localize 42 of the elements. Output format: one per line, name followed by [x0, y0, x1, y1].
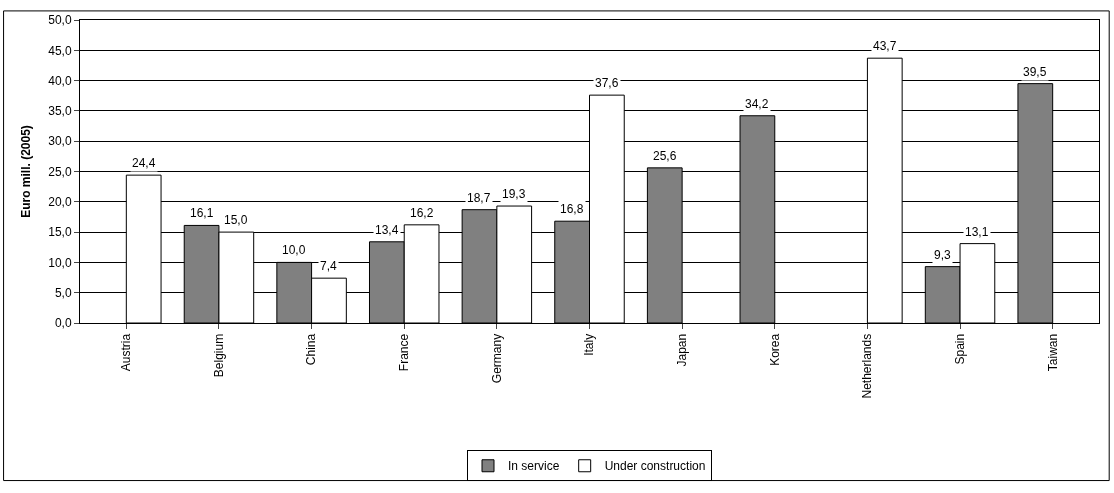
x-tick-label: Italy — [582, 333, 597, 356]
x-tick-label: Netherlands — [860, 333, 875, 399]
x-tick-label: Austria — [119, 333, 134, 372]
data-label: 13,4 — [375, 223, 399, 237]
x-tick-label: France — [397, 333, 412, 372]
data-label: 15,0 — [224, 213, 248, 227]
x-tick-label: Belgium — [211, 333, 226, 378]
data-label: 16,8 — [560, 202, 584, 216]
y-tick-label: 45,0 — [48, 43, 72, 58]
data-label: 7,4 — [320, 259, 338, 273]
x-tick-label: Spain — [952, 333, 967, 365]
legend-label: Under construction — [604, 459, 706, 474]
y-tick-label: 35,0 — [48, 104, 72, 119]
data-label: 24,4 — [132, 156, 156, 170]
data-label: 16,1 — [190, 206, 214, 220]
y-tick-label: 20,0 — [48, 195, 72, 209]
x-tick-label: Korea — [767, 333, 782, 366]
x-tick-label: China — [304, 333, 319, 366]
y-tick-label: 10,0 — [48, 255, 72, 270]
data-label: 18,7 — [467, 191, 491, 205]
data-label: 19,3 — [502, 187, 526, 201]
data-label: 13,1 — [965, 225, 989, 239]
y-tick-label: 0,0 — [54, 316, 72, 331]
x-tick-label: Taiwan — [1045, 333, 1060, 372]
data-label: 9,3 — [934, 248, 952, 262]
data-label: 43,7 — [873, 39, 897, 53]
y-tick-label: 30,0 — [48, 134, 72, 149]
legend-label: In service — [508, 459, 560, 474]
data-label: 10,0 — [282, 243, 306, 257]
data-label: 16,2 — [410, 206, 434, 220]
data-label: 25,6 — [653, 149, 677, 163]
y-tick-label: 40,0 — [48, 73, 72, 88]
y-tick-label: 50,0 — [48, 13, 72, 28]
x-tick-label: Japan — [675, 333, 690, 367]
y-tick-label: 25,0 — [48, 164, 72, 179]
data-label: 39,5 — [1023, 65, 1047, 79]
data-label: 34,2 — [745, 97, 769, 111]
y-axis-title: Euro mill. (2005) — [18, 125, 33, 218]
data-label: 37,6 — [595, 76, 619, 90]
y-tick-label: 5,0 — [54, 285, 72, 300]
x-tick-label: Germany — [489, 333, 504, 384]
y-tick-label: 15,0 — [48, 225, 72, 240]
